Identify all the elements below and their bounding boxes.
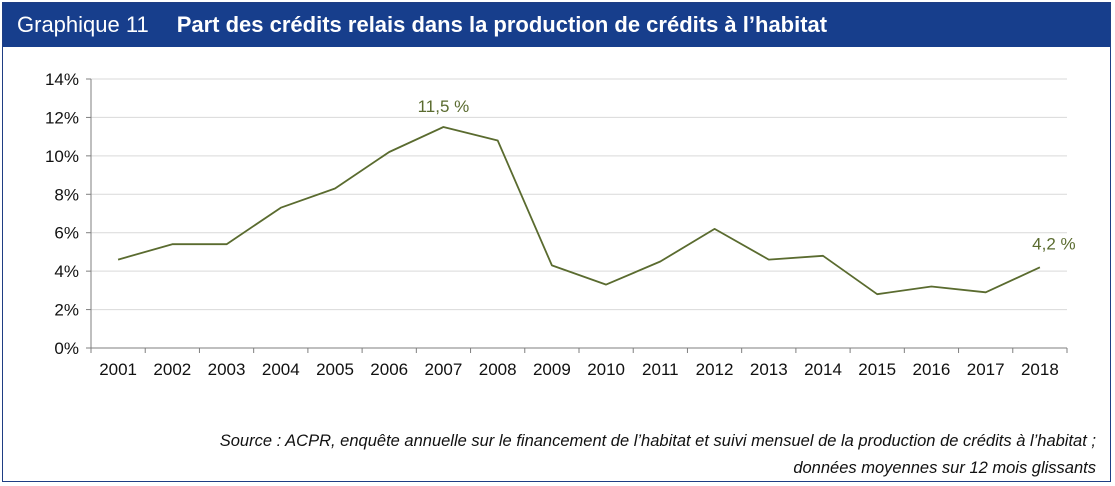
x-tick-label: 2013 (750, 360, 788, 379)
annotations: 11,5 % 4,2 % (418, 97, 1076, 253)
series-line (117, 126, 1041, 296)
x-tick-label: 2010 (587, 360, 625, 379)
x-tick-label: 2017 (967, 360, 1005, 379)
chart-title: Part des crédits relais dans la producti… (176, 12, 828, 37)
source-note: Source : ACPR, enquête annuelle sur le f… (16, 428, 1096, 482)
x-tick-label: 2008 (479, 360, 517, 379)
x-tick-label: 2002 (153, 360, 191, 379)
x-tick-label: 2014 (804, 360, 842, 379)
y-tick-label: 2% (54, 301, 79, 320)
x-tick-label: 2018 (1021, 360, 1059, 379)
y-tick-label: 14% (45, 70, 79, 89)
x-tick-label: 2006 (370, 360, 408, 379)
x-tick-label: 2012 (696, 360, 734, 379)
x-tick-label: 2016 (913, 360, 951, 379)
gridlines (91, 78, 1067, 311)
data-label: 4,2 % (1032, 234, 1075, 253)
x-tick-label: 2001 (99, 360, 137, 379)
y-tick-label: 4% (54, 262, 79, 281)
y-tick-label: 10% (45, 147, 79, 166)
y-tick-label: 6% (54, 224, 79, 243)
source-line-2: données moyennes sur 12 mois glissants (793, 459, 1096, 477)
x-tick-label: 2003 (208, 360, 246, 379)
y-tick-label: 12% (45, 108, 79, 127)
x-tick-label: 2004 (262, 360, 300, 379)
chart-header: Graphique 11 Part des crédits relais dan… (3, 3, 1110, 47)
y-tick-label: 8% (54, 185, 79, 204)
x-tick-label: 2011 (642, 360, 679, 379)
series-group (117, 126, 1041, 296)
data-label: 11,5 % (418, 97, 470, 116)
figure-label: Graphique 11 (17, 12, 149, 37)
y-tick-label: 0% (54, 339, 79, 358)
x-tick-label: 2015 (858, 360, 896, 379)
line-chart: 0% 2% 4% 6% 8% 10% 12% 14% 2001 2002 2003 2004 2005… (45, 70, 1076, 379)
x-tick-label: 2007 (425, 360, 463, 379)
y-axis: 0% 2% 4% 6% 8% 10% 12% 14% (45, 70, 92, 358)
x-tick-label: 2005 (316, 360, 354, 379)
x-axis: 2001 2002 2003 2004 2005 2006 2007 2008 2009 2010… (90, 347, 1068, 379)
x-tick-label: 2009 (533, 360, 571, 379)
source-line-1: Source : ACPR, enquête annuelle sur le f… (219, 432, 1096, 450)
